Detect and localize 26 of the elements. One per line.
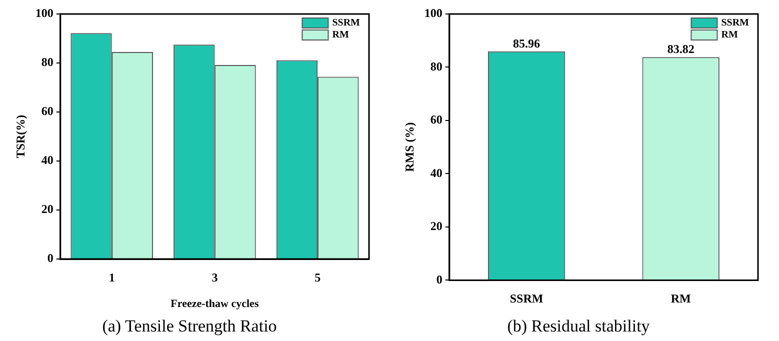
- y-tick-label: 0: [47, 251, 54, 266]
- x-tick-label: 5: [314, 270, 321, 284]
- y-tick-label: 60: [41, 104, 54, 118]
- y-tick-label: 80: [41, 55, 54, 70]
- y-tick-label: 20: [41, 202, 54, 216]
- legend-label: RM: [332, 30, 350, 41]
- y-tick-label: 40: [430, 166, 442, 180]
- legend-label: SSRM: [332, 18, 361, 29]
- y-tick-label: 100: [424, 6, 442, 20]
- x-tick-label: 3: [212, 270, 218, 284]
- x-axis-title: Freeze-thaw cycles: [170, 298, 260, 310]
- legend-label: RM: [721, 30, 738, 41]
- legend-label: SSRM: [721, 18, 750, 29]
- y-axis-title: TSR(%): [13, 114, 28, 158]
- y-tick-label: 20: [430, 219, 442, 234]
- y-tick-label: 40: [41, 153, 54, 168]
- y-tick-label: 100: [35, 6, 54, 20]
- y-tick-label: 80: [430, 59, 442, 74]
- data-label: 83.82: [667, 42, 694, 56]
- y-tick-label: 0: [436, 272, 442, 286]
- text: (a) Tensile Strength Ratio: [102, 316, 277, 336]
- y-tick-label: 60: [430, 112, 442, 127]
- y-axis-title: RMS (%): [402, 122, 416, 172]
- text: (b) Residual stability: [507, 316, 650, 336]
- data-label: 85.96: [513, 36, 540, 50]
- x-tick-label: 1: [108, 270, 115, 284]
